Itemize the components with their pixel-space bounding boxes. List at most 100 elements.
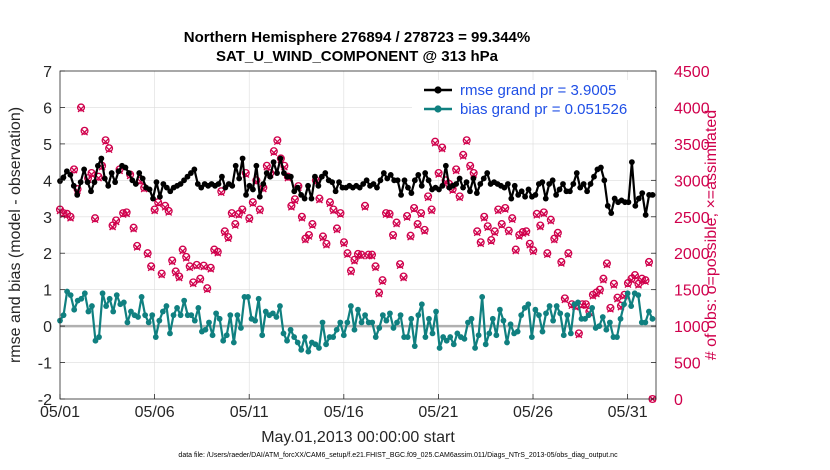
bias-point [532,306,539,313]
obs-assimilated-point [372,264,379,272]
rmse-point [611,195,618,202]
obs-assimilated-point [147,264,155,272]
obs-assimilated-point [438,145,446,153]
obs-possible-point [150,205,159,214]
bias-point [348,303,354,309]
obs-possible-point [147,262,156,271]
obs-assimilated-point [603,261,611,269]
bias-point [596,323,603,330]
bias-point [369,319,376,326]
rmse-point [146,186,153,193]
rmse-point [580,181,587,187]
obs-possible-point [199,261,208,270]
obs-possible-point [231,220,240,229]
bias-point [489,315,496,322]
bias-point [564,312,571,319]
rmse-point [436,186,442,193]
obs-possible-point [417,209,426,218]
obs-assimilated-point [421,227,429,235]
obs-assimilated-point [70,166,78,174]
obs-possible-point [364,250,373,259]
obs-assimilated-point [221,229,229,237]
obs-assimilated-point [505,228,513,236]
obs-possible-point [522,227,531,236]
obs-assimilated-point [386,211,394,219]
obs-possible-point [501,203,510,213]
bias-point [429,330,436,337]
bias-point [330,334,337,340]
obs-possible-point [262,161,271,170]
rmse-point [632,202,639,209]
obs-assimilated-point [589,292,597,300]
bias-point [252,317,259,324]
y-tick-label-left: 7 [43,64,52,81]
obs-assimilated-point [245,216,253,224]
obs-assimilated-point [228,211,236,219]
rmse-point [649,192,656,198]
obs-possible-point [91,214,100,223]
bias-point [216,315,223,322]
rmse-point [418,182,425,189]
rmse-point [597,164,604,171]
obs-possible-point [304,230,313,240]
bias-point [642,319,649,326]
rmse-point [132,181,139,187]
obs-assimilated-point [249,200,257,208]
rmse-point [425,177,432,184]
rmse-point [229,182,236,189]
plot-area [60,71,656,399]
bias-point [305,348,312,355]
rmse-point [294,184,301,191]
rmse-point [277,155,284,162]
bias-point [149,312,156,319]
bias-point [220,337,227,344]
y-tick-label-right: 2500 [674,210,710,227]
bias-point [617,315,624,322]
rmse-point [422,170,429,176]
rmse-point [360,181,367,187]
bias-point [404,334,411,340]
rmse-point [287,173,294,180]
obs-assimilated-point [529,248,537,256]
obs-assimilated-point [231,222,239,229]
obs-assimilated-point [344,251,351,259]
rmse-point [270,159,277,166]
rmse-point [88,188,94,195]
bias-point [152,334,159,340]
obs-possible-point [553,228,562,237]
obs-assimilated-point [526,241,534,249]
rmse-point [281,170,287,176]
obs-assimilated-point [435,171,443,178]
obs-possible-point [245,214,254,223]
obs-assimilated-point [575,331,583,339]
rmse-point [460,184,466,191]
obs-possible-point [112,216,121,225]
bias-point [390,325,397,331]
bias-point [550,317,557,324]
rmse-point [453,181,460,187]
rmse-point [301,195,308,202]
bias-point [316,345,322,351]
obs-assimilated-point [161,203,169,211]
obs-possible-point [452,165,461,174]
y-tick-label-left: 1 [43,283,52,300]
rmse-point [157,193,163,200]
bias-point [589,304,596,311]
obs-assimilated-point [536,223,544,231]
obs-possible-point [550,234,559,243]
bias-point [426,315,432,322]
obs-possible-point [182,252,191,261]
obs-possible-point [427,205,436,214]
obs-assimilated-point [347,268,355,276]
x-tick-label: 05/16 [324,404,364,421]
bias-point [621,301,627,308]
obs-possible-point [66,212,75,221]
obs-assimilated-point [389,232,397,240]
obs-assimilated-point [396,262,404,270]
x-axis: 05/01 05/06 05/11 05/16 05/21 05/26 05/31 [40,394,648,421]
rmse-point [467,188,473,195]
rmse-point [298,192,305,198]
obs-assimilated-point [554,230,562,238]
rmse-point [108,170,115,176]
x-tick-label: 05/21 [418,404,458,421]
